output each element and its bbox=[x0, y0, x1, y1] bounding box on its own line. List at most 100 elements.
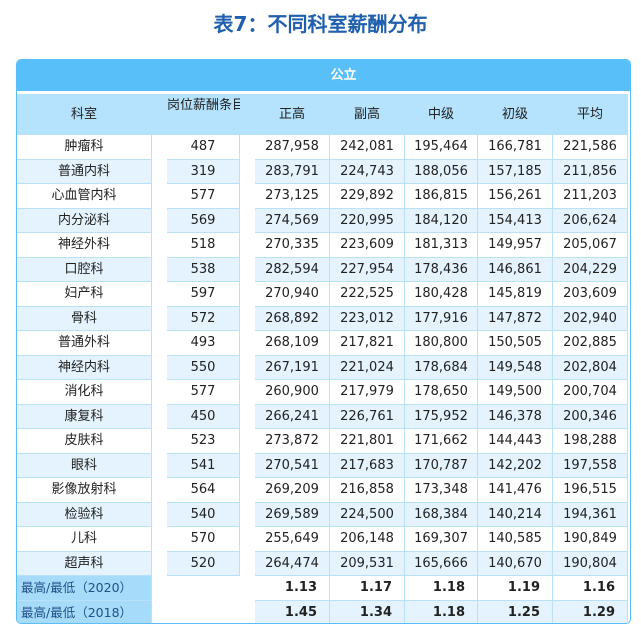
salary-cell: 260,900 bbox=[255, 380, 330, 405]
gap bbox=[152, 135, 167, 160]
gap bbox=[152, 453, 167, 478]
ratio-cell: 1.16 bbox=[553, 576, 628, 601]
dept-cell: 检验科 bbox=[17, 502, 152, 527]
salary-cell: 287,958 bbox=[255, 135, 330, 160]
count-cell: 493 bbox=[167, 331, 240, 356]
dept-cell: 普通内科 bbox=[17, 159, 152, 184]
salary-cell: 149,500 bbox=[478, 380, 553, 405]
band-header-public: 公立 bbox=[17, 60, 630, 94]
salary-cell: 221,801 bbox=[330, 429, 405, 454]
salary-cell: 223,609 bbox=[330, 233, 405, 258]
salary-cell: 204,229 bbox=[553, 257, 628, 282]
salary-cell: 157,185 bbox=[478, 159, 553, 184]
salary-cell: 282,594 bbox=[255, 257, 330, 282]
page-title: 表7：不同科室薪酬分布 bbox=[213, 12, 428, 36]
salary-cell: 226,761 bbox=[330, 404, 405, 429]
salary-cell: 177,916 bbox=[405, 306, 478, 331]
salary-cell: 146,378 bbox=[478, 404, 553, 429]
count-cell: 450 bbox=[167, 404, 240, 429]
count-cell: 569 bbox=[167, 208, 240, 233]
gap bbox=[240, 331, 255, 356]
salary-cell: 217,821 bbox=[330, 331, 405, 356]
ratio-cell: 1.25 bbox=[478, 600, 553, 623]
salary-cell: 145,819 bbox=[478, 282, 553, 307]
salary-cell: 266,241 bbox=[255, 404, 330, 429]
gap bbox=[240, 429, 255, 454]
gap bbox=[152, 527, 167, 552]
salary-cell: 200,346 bbox=[553, 404, 628, 429]
gap bbox=[152, 233, 167, 258]
salary-cell: 242,081 bbox=[330, 135, 405, 160]
count-cell: 597 bbox=[167, 282, 240, 307]
salary-cell: 217,979 bbox=[330, 380, 405, 405]
salary-cell: 180,428 bbox=[405, 282, 478, 307]
salary-cell: 140,670 bbox=[478, 551, 553, 576]
salary-cell: 188,056 bbox=[405, 159, 478, 184]
gap bbox=[240, 257, 255, 282]
salary-cell: 190,849 bbox=[553, 527, 628, 552]
salary-cell: 194,361 bbox=[553, 502, 628, 527]
gap bbox=[240, 233, 255, 258]
count-cell: 538 bbox=[167, 257, 240, 282]
salary-cell: 146,861 bbox=[478, 257, 553, 282]
salary-cell: 264,474 bbox=[255, 551, 330, 576]
dept-cell: 影像放射科 bbox=[17, 478, 152, 503]
header-count: 岗位薪酬条目数 bbox=[167, 94, 258, 135]
salary-cell: 268,892 bbox=[255, 306, 330, 331]
salary-cell: 144,443 bbox=[478, 429, 553, 454]
blank bbox=[167, 600, 240, 623]
salary-cell: 221,024 bbox=[330, 355, 405, 380]
salary-cell: 140,585 bbox=[478, 527, 553, 552]
salary-cell: 223,012 bbox=[330, 306, 405, 331]
salary-cell: 268,109 bbox=[255, 331, 330, 356]
dept-cell: 神经内科 bbox=[17, 355, 152, 380]
salary-cell: 227,954 bbox=[330, 257, 405, 282]
count-cell: 518 bbox=[167, 233, 240, 258]
gap bbox=[152, 380, 167, 405]
count-cell: 541 bbox=[167, 453, 240, 478]
gap bbox=[240, 282, 255, 307]
summary-label: 最高/最低（2018） bbox=[17, 600, 152, 623]
salary-cell: 171,662 bbox=[405, 429, 478, 454]
salary-cell: 142,202 bbox=[478, 453, 553, 478]
ratio-cell: 1.19 bbox=[478, 576, 553, 601]
count-cell: 523 bbox=[167, 429, 240, 454]
salary-cell: 197,558 bbox=[553, 453, 628, 478]
gap bbox=[240, 404, 255, 429]
gap bbox=[240, 502, 255, 527]
salary-cell: 211,203 bbox=[553, 184, 628, 209]
gap bbox=[152, 355, 167, 380]
salary-cell: 186,815 bbox=[405, 184, 478, 209]
header-1: 副高 bbox=[330, 94, 405, 135]
count-cell: 319 bbox=[167, 159, 240, 184]
header-0: 正高 bbox=[255, 94, 330, 135]
dept-cell: 康复科 bbox=[17, 404, 152, 429]
salary-cell: 200,704 bbox=[553, 380, 628, 405]
salary-cell: 255,649 bbox=[255, 527, 330, 552]
salary-cell: 211,856 bbox=[553, 159, 628, 184]
salary-cell: 206,148 bbox=[330, 527, 405, 552]
salary-cell: 180,800 bbox=[405, 331, 478, 356]
count-cell: 520 bbox=[167, 551, 240, 576]
salary-cell: 229,892 bbox=[330, 184, 405, 209]
salary-cell: 217,683 bbox=[330, 453, 405, 478]
ratio-cell: 1.17 bbox=[330, 576, 405, 601]
gap bbox=[240, 551, 255, 576]
table-grid: 科室 岗位薪酬条目数 正高 副高 中级 初级 平均 肿瘤科 487 287,958 242,081 1… bbox=[17, 94, 630, 623]
count-cell: 487 bbox=[167, 135, 240, 160]
header-dept: 科室 bbox=[17, 94, 152, 135]
gap bbox=[152, 331, 167, 356]
ratio-cell: 1.45 bbox=[255, 600, 330, 623]
salary-cell: 198,288 bbox=[553, 429, 628, 454]
gap bbox=[240, 159, 255, 184]
salary-cell: 274,569 bbox=[255, 208, 330, 233]
salary-cell: 190,804 bbox=[553, 551, 628, 576]
dept-cell: 妇产科 bbox=[17, 282, 152, 307]
header-3: 初级 bbox=[478, 94, 553, 135]
gap bbox=[240, 306, 255, 331]
dept-cell: 超声科 bbox=[17, 551, 152, 576]
dept-cell: 消化科 bbox=[17, 380, 152, 405]
salary-cell: 178,650 bbox=[405, 380, 478, 405]
gap bbox=[240, 135, 255, 160]
salary-cell: 270,940 bbox=[255, 282, 330, 307]
